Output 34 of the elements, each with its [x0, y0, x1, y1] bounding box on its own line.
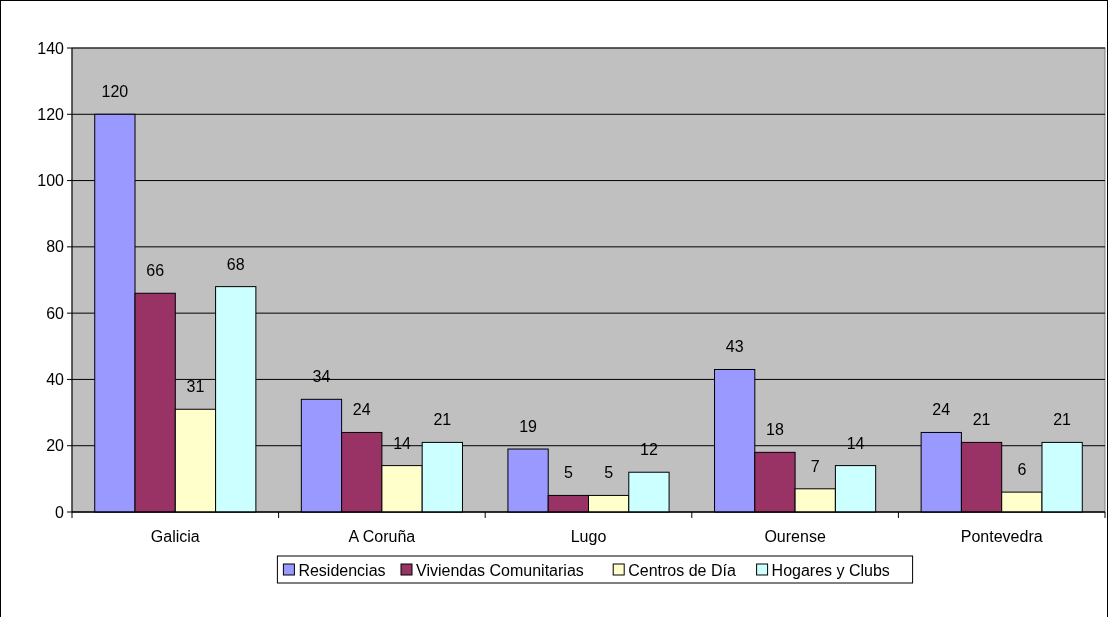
legend-label: Hogares y Clubs	[771, 561, 890, 579]
data-label: 120	[101, 83, 129, 101]
legend-label: Residencias	[298, 561, 386, 579]
data-label: 5	[604, 464, 614, 482]
data-label: 21	[972, 411, 991, 429]
legend-label: Centros de Día	[628, 561, 736, 579]
data-label: 18	[766, 421, 784, 439]
y-tick-label: 120	[37, 105, 65, 123]
y-tick-label: 140	[37, 39, 65, 57]
y-tick-label: 60	[46, 304, 65, 322]
y-tick-label: 80	[46, 238, 65, 256]
data-label: 31	[186, 378, 205, 396]
y-tick-label: 20	[46, 437, 65, 455]
data-label: 21	[1053, 411, 1072, 429]
x-tick-label: Galicia	[150, 528, 200, 545]
data-label: 24	[932, 401, 951, 419]
data-label: 68	[226, 255, 245, 273]
x-tick-label: Pontevedra	[960, 528, 1043, 545]
data-label: 5	[563, 464, 573, 482]
data-label: 19	[519, 418, 538, 436]
data-label: 24	[352, 401, 371, 419]
data-label: 6	[1017, 461, 1027, 479]
x-tick-label: Lugo	[570, 528, 607, 545]
data-label: 43	[725, 338, 744, 356]
y-tick-label: 0	[55, 503, 65, 521]
x-tick-label: Ourense	[764, 528, 826, 545]
data-label: 21	[433, 411, 452, 429]
y-tick-label: 40	[46, 371, 65, 389]
legend-label: Viviendas Comunitarias	[416, 561, 584, 579]
data-label: 66	[146, 262, 165, 280]
x-tick-label: A Coruña	[348, 528, 416, 545]
y-tick-label: 100	[37, 172, 65, 190]
data-label: 12	[640, 441, 658, 459]
data-label: 7	[810, 457, 820, 475]
